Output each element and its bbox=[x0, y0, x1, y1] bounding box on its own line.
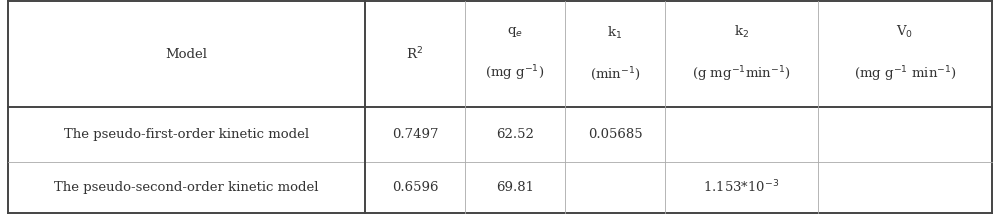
Text: The pseudo-first-order kinetic model: The pseudo-first-order kinetic model bbox=[64, 128, 309, 141]
Text: 62.52: 62.52 bbox=[496, 128, 534, 141]
Text: R$^2$: R$^2$ bbox=[406, 46, 424, 62]
Text: 69.81: 69.81 bbox=[496, 181, 534, 194]
Text: Model: Model bbox=[166, 48, 208, 61]
Text: 1.153*10$^{-3}$: 1.153*10$^{-3}$ bbox=[703, 179, 780, 196]
Text: q$_e$

(mg g$^{-1}$): q$_e$ (mg g$^{-1}$) bbox=[485, 25, 545, 83]
Text: 0.7497: 0.7497 bbox=[392, 128, 438, 141]
Text: 0.6596: 0.6596 bbox=[392, 181, 438, 194]
Text: 0.05685: 0.05685 bbox=[588, 128, 642, 141]
Text: The pseudo-second-order kinetic model: The pseudo-second-order kinetic model bbox=[54, 181, 319, 194]
Text: k$_2$

(g mg$^{-1}$min$^{-1}$): k$_2$ (g mg$^{-1}$min$^{-1}$) bbox=[692, 24, 791, 84]
Text: V$_0$

(mg g$^{-1}$ min$^{-1}$): V$_0$ (mg g$^{-1}$ min$^{-1}$) bbox=[854, 24, 956, 84]
Text: k$_1$

(min$^{-1}$): k$_1$ (min$^{-1}$) bbox=[590, 25, 640, 83]
